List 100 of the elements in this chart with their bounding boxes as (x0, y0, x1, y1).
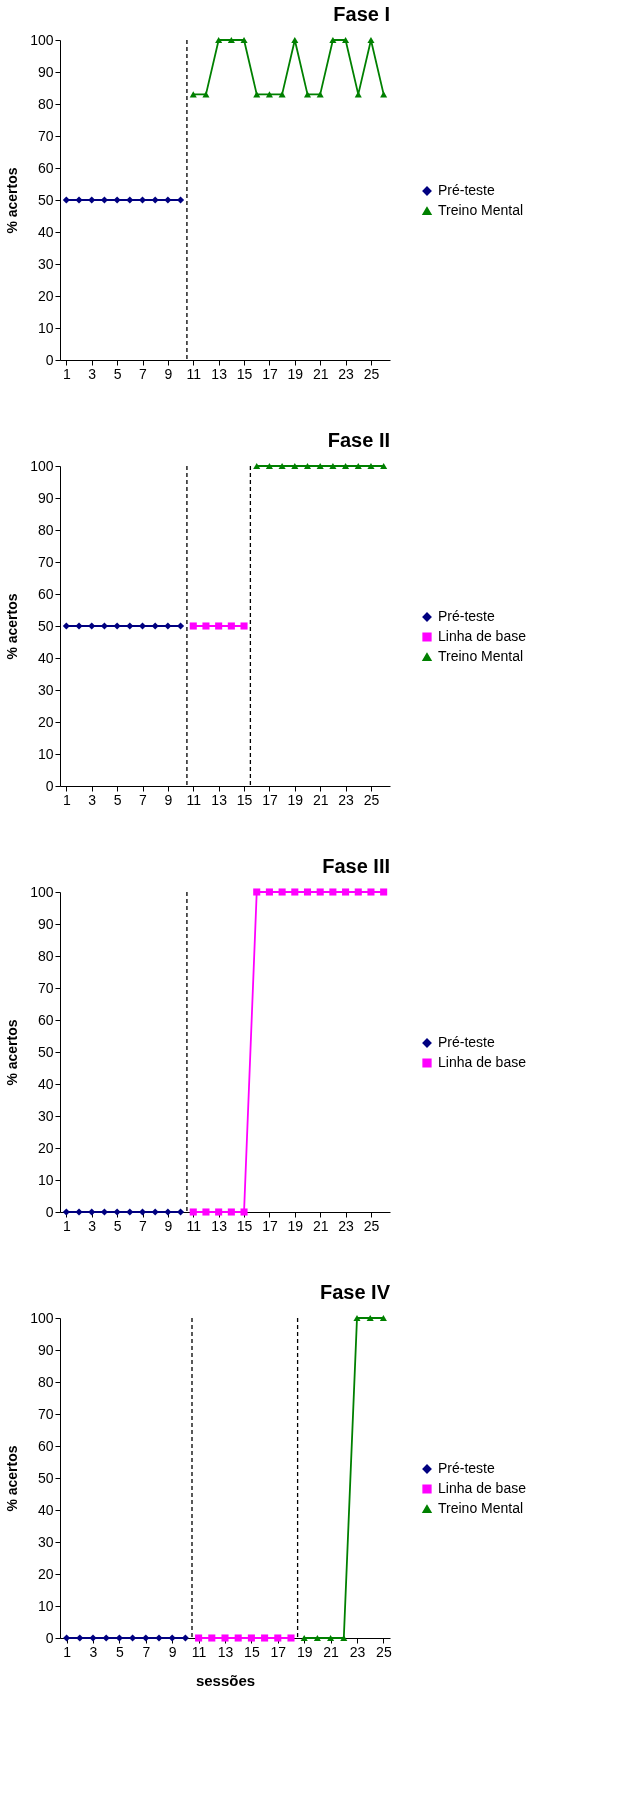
legend-label: Treino Mental (438, 1500, 524, 1516)
y-tick-label: 80 (37, 947, 54, 964)
y-tick-label: 100 (30, 1309, 54, 1326)
x-tick-label: 25 (363, 365, 380, 382)
y-axis-title: % acertos (4, 593, 21, 660)
point (227, 36, 235, 44)
x-tick-label: 25 (376, 1643, 392, 1660)
x-tick-label: 23 (338, 365, 355, 382)
y-tick-label: 10 (37, 319, 54, 336)
y-tick-label: 50 (37, 1469, 54, 1486)
legend-label: Pré-teste (438, 1460, 496, 1476)
legend-label: Linha de base (438, 628, 527, 644)
x-tick-label: 19 (287, 1217, 304, 1234)
point (240, 36, 248, 44)
x-tick-label: 7 (142, 1643, 151, 1660)
point (291, 36, 299, 44)
y-tick-label: 80 (37, 521, 54, 538)
x-tick-label: 21 (323, 1643, 340, 1660)
x-tick-label: 25 (363, 791, 380, 808)
x-tick-label: 23 (349, 1643, 366, 1660)
x-tick-label: 11 (191, 1643, 207, 1660)
x-tick-label: 17 (262, 791, 278, 808)
x-tick-label: 17 (262, 365, 278, 382)
x-tick-label: 13 (211, 365, 228, 382)
point (177, 196, 185, 204)
point (62, 196, 70, 204)
point (75, 196, 83, 204)
chart-title: Fase II (327, 429, 390, 451)
y-tick-label: 70 (37, 553, 54, 570)
y-tick-label: 20 (37, 713, 54, 730)
y-tick-label: 60 (37, 159, 54, 176)
chart-title: Fase III (322, 855, 390, 877)
y-tick-label: 30 (37, 681, 54, 698)
x-tick-label: 15 (236, 365, 253, 382)
y-tick-label: 60 (37, 1437, 54, 1454)
x-tick-label: 7 (139, 1217, 148, 1234)
y-tick-label: 20 (37, 287, 54, 304)
y-tick-label: 90 (37, 63, 54, 80)
y-tick-label: 0 (45, 351, 54, 368)
y-tick-label: 0 (45, 777, 54, 794)
point (113, 196, 121, 204)
y-tick-label: 10 (37, 1171, 54, 1188)
y-tick-label: 70 (37, 1405, 54, 1422)
y-tick-label: 50 (37, 191, 54, 208)
y-tick-label: 0 (45, 1629, 54, 1646)
legend-label: Linha de base (438, 1480, 527, 1496)
y-tick-label: 40 (37, 649, 54, 666)
y-tick-label: 90 (37, 915, 54, 932)
y-axis-title: % acertos (4, 1445, 21, 1512)
y-tick-label: 90 (37, 1341, 54, 1358)
y-tick-label: 20 (37, 1565, 54, 1582)
x-tick-label: 11 (186, 365, 202, 382)
x-tick-label: 7 (139, 791, 148, 808)
chart-title: Fase IV (319, 1281, 391, 1303)
x-tick-label: 13 (211, 1217, 228, 1234)
legend-label: Pré-teste (438, 1034, 496, 1050)
x-tick-label: 3 (88, 1217, 97, 1234)
x-tick-label: 11 (186, 1217, 202, 1234)
x-tick-label: 5 (113, 365, 122, 382)
y-tick-label: 60 (37, 1011, 54, 1028)
y-tick-label: 30 (37, 255, 54, 272)
x-tick-label: 19 (287, 791, 304, 808)
y-tick-label: 40 (37, 223, 54, 240)
x-tick-label: 21 (312, 365, 329, 382)
x-tick-label: 5 (116, 1643, 124, 1660)
x-tick-label: 15 (236, 791, 253, 808)
y-tick-label: 20 (37, 1139, 54, 1156)
legend-label: Treino Mental (438, 648, 524, 664)
x-tick-label: 25 (363, 1217, 380, 1234)
x-tick-label: 17 (262, 1217, 278, 1234)
x-tick-label: 3 (88, 791, 97, 808)
y-tick-label: 50 (37, 617, 54, 634)
x-tick-label: 19 (287, 365, 304, 382)
x-tick-label: 23 (338, 1217, 355, 1234)
x-tick-label: 15 (236, 1217, 253, 1234)
y-tick-label: 70 (37, 979, 54, 996)
point (342, 36, 350, 44)
legend-label: Treino Mental (438, 202, 524, 218)
y-tick-label: 60 (37, 585, 54, 602)
x-tick-label: 5 (113, 791, 122, 808)
legend-label: Linha de base (438, 1054, 527, 1070)
y-tick-label: 70 (37, 127, 54, 144)
legend-label: Pré-teste (438, 182, 496, 198)
x-tick-label: 23 (338, 791, 355, 808)
x-tick-label: 17 (270, 1643, 287, 1660)
x-tick-label: 9 (164, 1217, 173, 1234)
point (164, 196, 172, 204)
point (215, 36, 223, 44)
legend-label: Pré-teste (438, 608, 496, 624)
y-axis-title: % acertos (4, 1019, 21, 1086)
y-axis-title: % acertos (4, 167, 21, 234)
y-tick-label: 30 (37, 1533, 54, 1550)
x-tick-label: 11 (186, 791, 202, 808)
y-tick-label: 100 (30, 31, 54, 48)
x-tick-label: 15 (244, 1643, 260, 1660)
y-tick-label: 80 (37, 1373, 54, 1390)
x-tick-label: 7 (139, 365, 148, 382)
x-tick-label: 21 (312, 791, 329, 808)
y-tick-label: 10 (37, 1597, 54, 1614)
point (367, 36, 375, 44)
